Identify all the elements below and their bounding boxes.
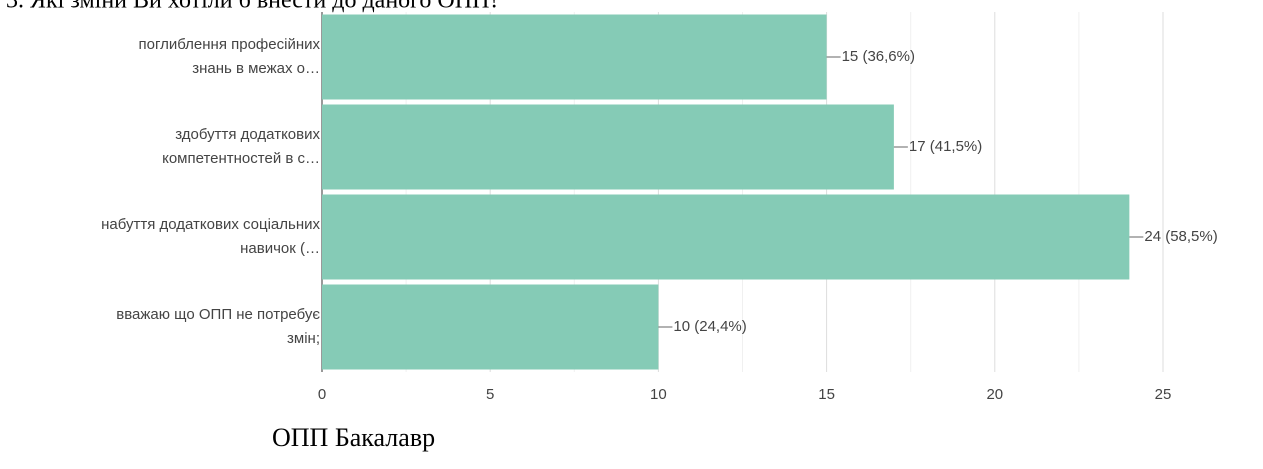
bar (322, 104, 894, 190)
caption: ОПП Бакалавр (272, 423, 435, 452)
y-tick-label: набуття додаткових соціальних (101, 216, 320, 233)
data-label: 15 (36,6%) (842, 48, 915, 65)
x-tick-label: 10 (650, 386, 667, 403)
x-tick-label: 5 (486, 386, 494, 403)
data-label: 24 (58,5%) (1144, 228, 1217, 245)
y-tick-label: змін; (287, 330, 320, 347)
x-tick-label: 0 (318, 386, 326, 403)
data-label: 17 (41,5%) (909, 138, 982, 155)
bar (322, 284, 659, 370)
x-tick-label: 20 (986, 386, 1003, 403)
x-tick-label: 15 (818, 386, 835, 403)
x-tick-label: 25 (1155, 386, 1172, 403)
y-tick-label: поглиблення професійних (139, 36, 321, 53)
data-label: 10 (24,4%) (673, 318, 746, 335)
y-tick-label: компетентностей в с… (162, 150, 320, 167)
y-tick-label: знань в межах о… (192, 60, 320, 77)
bar (322, 14, 827, 100)
bar (322, 194, 1130, 280)
y-tick-label: здобуття додаткових (175, 126, 320, 143)
y-tick-label: навичок (… (240, 240, 320, 257)
y-tick-label: вважаю що ОПП не потребує (116, 306, 320, 323)
chart-title: 3. Які зміни Ви хотіли б внести до даног… (6, 0, 500, 14)
